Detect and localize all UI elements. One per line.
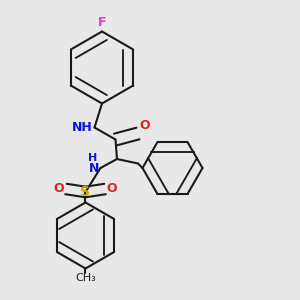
Text: CH₃: CH₃ [75, 273, 96, 283]
Text: N: N [88, 161, 99, 175]
Text: S: S [80, 185, 91, 199]
Text: O: O [106, 182, 117, 196]
Text: NH: NH [72, 121, 93, 134]
Text: O: O [140, 119, 150, 132]
Text: H: H [88, 153, 98, 163]
Text: O: O [54, 182, 64, 196]
Text: F: F [98, 16, 106, 28]
